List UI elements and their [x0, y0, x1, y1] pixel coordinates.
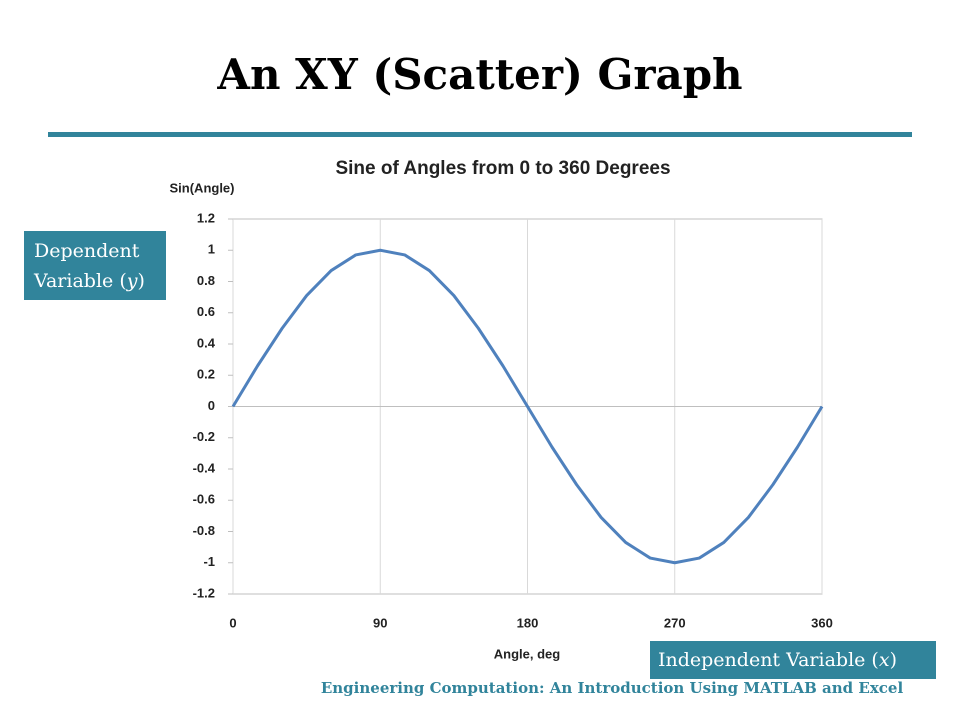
callout-text: ) [137, 270, 144, 292]
callout-var: x [879, 649, 890, 671]
callout-text: Variable (y) [33, 270, 145, 292]
y-tick-label: -0.4 [193, 460, 216, 475]
callout-text: Independent Variable ( [658, 649, 879, 671]
slide-title: An XY (Scatter) Graph [216, 50, 742, 99]
callout-text: Variable ( [33, 270, 127, 292]
y-tick-label: 1 [208, 242, 215, 257]
callout-box [650, 641, 936, 679]
y-tick-label: 0.6 [197, 304, 215, 319]
y-tick-label: -0.8 [193, 523, 215, 538]
chart-title: Sine of Angles from 0 to 360 Degrees [335, 158, 670, 179]
y-tick-label: 0.2 [197, 367, 215, 382]
callout-text: ) [890, 649, 897, 671]
y-tick-label: 0.8 [197, 273, 215, 288]
x-tick-label: 90 [373, 615, 387, 630]
x-tick-label: 270 [664, 615, 686, 630]
y-tick-label: 1.2 [197, 210, 215, 225]
chart: Sine of Angles from 0 to 360 Degrees Sin… [170, 158, 833, 661]
y-tick-label: 0 [208, 398, 215, 413]
data-line [231, 248, 824, 565]
y-tick-label: -1 [203, 554, 215, 569]
title-rule [48, 132, 912, 137]
callout-var: y [126, 270, 138, 292]
y-tick-label: -0.6 [193, 492, 215, 507]
footer: Engineering Computation: An Introduction… [321, 679, 904, 697]
y-tick-label: -1.2 [193, 585, 215, 600]
y-tick-label: 0.4 [197, 335, 216, 350]
x-axis-title: Angle, deg [494, 646, 561, 661]
callout-box [24, 231, 166, 300]
callout-text: Independent Variable (x) [658, 649, 897, 671]
y-tick-label: -0.2 [193, 429, 215, 444]
x-tick-label: 0 [229, 615, 236, 630]
x-tick-label: 360 [811, 615, 833, 630]
callout-text: Dependent [34, 240, 140, 262]
x-tick-label: 180 [517, 615, 539, 630]
y-axis-title: Sin(Angle) [170, 180, 235, 195]
